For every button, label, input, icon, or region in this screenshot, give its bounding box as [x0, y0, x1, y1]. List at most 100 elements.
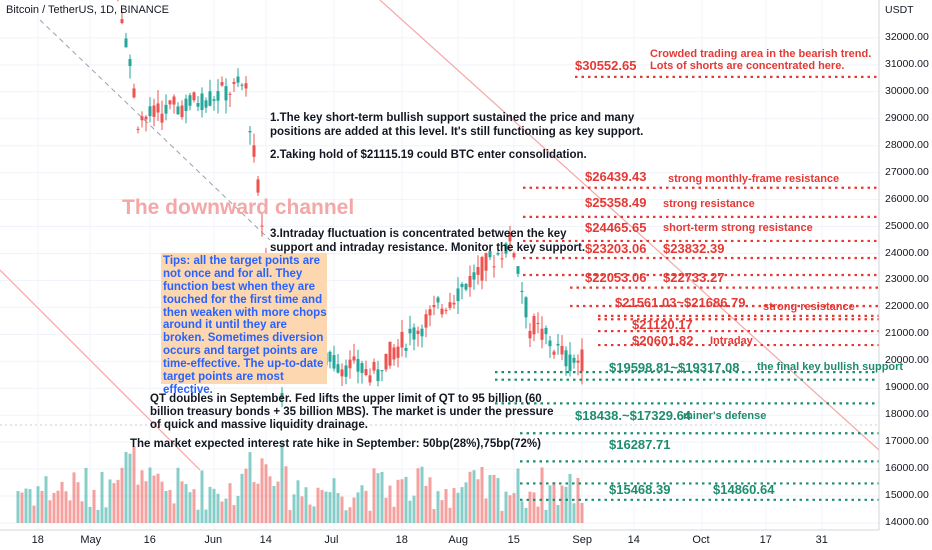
volume-bar — [308, 504, 312, 523]
candle-body — [416, 330, 420, 335]
candle-body — [280, 392, 284, 399]
volume-bar — [116, 479, 120, 523]
candle-body — [404, 348, 408, 351]
candle-body — [244, 83, 248, 89]
volume-bar — [420, 466, 424, 523]
x-tick-label: Aug — [448, 534, 468, 546]
candle-body — [240, 84, 244, 86]
level-lines — [495, 75, 879, 501]
candle-body — [192, 92, 196, 101]
r1-note-line1: Crowded trading area in the bearish tren… — [650, 48, 872, 60]
x-tick-label: 15 — [507, 534, 520, 546]
y-tick-label: 21000.00 — [885, 327, 929, 340]
volume-bar — [256, 483, 260, 523]
note1-line1: 1.The key short-term bullish support sus… — [270, 112, 635, 124]
candle-body — [160, 113, 164, 123]
candle-body — [424, 314, 428, 328]
volume-bar — [136, 484, 140, 523]
y-tick-label: 30000.00 — [885, 84, 929, 97]
volume-bar — [384, 497, 388, 523]
candle-body — [572, 357, 576, 363]
volume-bar — [436, 491, 440, 523]
volume-bar — [468, 471, 472, 523]
candle-body — [524, 297, 528, 318]
volume-bar — [28, 489, 32, 523]
y-tick-label: 15000.00 — [885, 489, 929, 502]
candle-body — [252, 145, 256, 157]
r3-label: strong resistance — [663, 198, 755, 210]
candle-body — [216, 91, 220, 101]
candle-body — [144, 116, 148, 120]
volume-bar — [472, 470, 476, 523]
x-tick-label: Sep — [572, 534, 592, 546]
volume-bar — [464, 482, 468, 523]
volume-bar — [284, 466, 288, 523]
volume-bar — [360, 485, 364, 523]
volume-bar — [80, 501, 84, 523]
candle-body — [428, 309, 432, 316]
volume-bar — [140, 470, 144, 523]
candle-body — [452, 302, 456, 305]
volume-bar — [44, 476, 48, 523]
s4-price-b: $14860.64 — [713, 482, 775, 497]
volume-bar — [500, 510, 504, 523]
volume-bar — [172, 503, 176, 523]
volume-bar — [180, 481, 184, 523]
candle-body — [184, 98, 188, 112]
candle-body — [332, 355, 336, 369]
candle-body — [468, 276, 472, 288]
volume-bar — [576, 477, 580, 523]
trend-lines — [0, 0, 880, 471]
r2-price: $26439.43 — [585, 169, 647, 184]
y-tick-label: 17000.00 — [885, 435, 929, 448]
candle-body — [180, 105, 184, 118]
volume-bar — [528, 491, 532, 523]
r1-price: $30552.65 — [575, 58, 637, 73]
volume-bar — [288, 510, 292, 523]
volume-bar — [388, 485, 392, 523]
volume-bar — [232, 505, 236, 523]
volume-bar — [216, 493, 220, 523]
volume-bar — [456, 492, 460, 523]
volume-bar — [236, 495, 240, 523]
x-tick-label: 17 — [759, 534, 772, 546]
volume-bar — [544, 509, 548, 523]
r5-price-b: $23832.39 — [663, 241, 725, 256]
volume-bar — [552, 482, 556, 523]
volume-bar — [248, 452, 252, 523]
volume-bar — [504, 491, 508, 523]
candle-body — [212, 99, 216, 101]
volume-bar — [304, 487, 308, 523]
candle-body — [540, 328, 544, 340]
candle-body — [344, 365, 348, 377]
volume-bar — [560, 485, 564, 523]
x-tick-label: 31 — [815, 534, 828, 546]
candle-body — [368, 375, 372, 383]
volume-bar — [512, 493, 516, 523]
candle-body — [564, 350, 568, 367]
volume-bar — [20, 492, 24, 523]
volume-bar — [176, 467, 180, 523]
candle-body — [348, 359, 352, 369]
r7-price: $21561.03~$21686.79 — [615, 295, 746, 310]
volume-bar — [344, 510, 348, 523]
candle-body — [528, 330, 532, 339]
y-tick-label: 22000.00 — [885, 300, 929, 313]
y-tick-label: 14000.00 — [885, 516, 929, 528]
candle-body — [412, 327, 416, 340]
volume-bar — [124, 451, 128, 523]
volume-bar — [64, 491, 68, 523]
x-tick-label: May — [80, 534, 102, 546]
s2-label: miner's defense — [683, 410, 767, 422]
candle-body — [436, 297, 440, 303]
r4-label: short-term strong resistance — [663, 222, 813, 234]
x-tick-label: Oct — [692, 534, 710, 546]
volume-bar — [448, 507, 452, 523]
volume-bar — [60, 481, 64, 523]
volume-bar — [380, 471, 384, 523]
volume-bar — [460, 487, 464, 523]
candle-body — [544, 327, 548, 335]
volume-bar — [204, 509, 208, 523]
r5-price-a: $23203.06 — [585, 241, 647, 256]
volume-bar — [272, 485, 276, 523]
